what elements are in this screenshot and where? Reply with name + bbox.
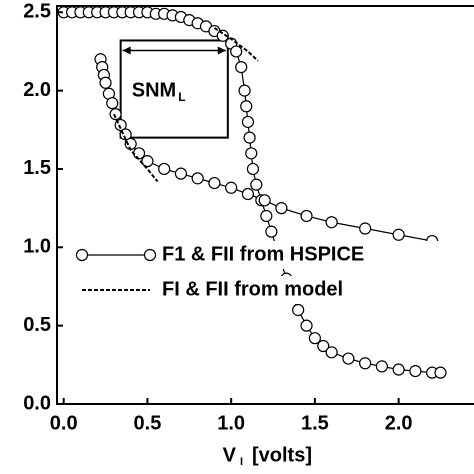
marker <box>241 187 255 201</box>
legend-label: F1 & FII from HSPICE <box>162 243 364 265</box>
series-line <box>113 27 259 183</box>
marker <box>359 357 372 370</box>
marker <box>240 100 253 113</box>
marker <box>375 360 388 373</box>
marker <box>392 363 405 376</box>
marker <box>208 176 221 190</box>
annotation-subscript: L <box>178 90 185 104</box>
marker <box>265 225 278 238</box>
marker <box>235 61 248 74</box>
marker <box>317 339 330 353</box>
y-tick-label: 1.5 <box>23 157 51 179</box>
x-tick-label: 2.0 <box>385 412 413 434</box>
x-label-subscript: I <box>240 456 243 468</box>
marker <box>174 167 188 180</box>
marker <box>300 209 313 223</box>
marker <box>342 352 355 365</box>
y-tick-label: 0.0 <box>23 392 51 414</box>
marker <box>241 115 255 129</box>
marker <box>325 216 338 229</box>
legend-marker <box>75 248 89 262</box>
marker <box>230 45 243 58</box>
marker <box>191 172 204 185</box>
marker <box>325 346 338 359</box>
marker <box>434 366 447 379</box>
marker <box>106 97 119 110</box>
marker <box>141 155 154 168</box>
y-tick-label: 1.0 <box>23 236 51 258</box>
marker <box>243 131 256 144</box>
marker <box>158 162 171 176</box>
marker <box>245 147 258 160</box>
marker <box>216 29 229 42</box>
marker <box>238 84 251 97</box>
axes: 0.0 0.5 1.0 1.5 2.0 2.5 0.0 0.5 1.0 1.5 2.0 <box>23 1 412 435</box>
marker <box>225 181 238 194</box>
y-tick-label: 0.5 <box>23 314 51 336</box>
marker <box>409 364 422 378</box>
y-tick-label: 2.5 <box>23 1 51 23</box>
marker <box>359 222 372 235</box>
y-tick-label: 2.0 <box>23 79 51 101</box>
legend-label: FI & FII from model <box>162 278 343 300</box>
marker <box>300 319 313 332</box>
snm-box <box>119 39 229 139</box>
x-label-unit: [volts] <box>252 444 312 466</box>
x-label: V <box>223 444 237 466</box>
x-tick-label: 1.0 <box>217 412 245 434</box>
marker <box>99 76 112 89</box>
plot-area: SNM L <box>57 6 472 379</box>
marker <box>292 303 305 317</box>
x-tick-label: 1.5 <box>301 412 329 434</box>
series-line <box>63 11 466 374</box>
marker <box>260 209 273 223</box>
marker <box>308 332 322 345</box>
marker <box>258 194 271 207</box>
legend-marker <box>143 248 157 262</box>
marker <box>246 162 260 176</box>
marker <box>392 228 405 241</box>
x-tick-label: 0.5 <box>134 412 162 434</box>
x-tick-label: 0.0 <box>50 412 78 434</box>
plot-frame <box>56 5 474 405</box>
marker <box>250 178 263 191</box>
annotation: SNM <box>132 79 176 101</box>
marker <box>109 108 122 121</box>
marker <box>275 202 288 215</box>
